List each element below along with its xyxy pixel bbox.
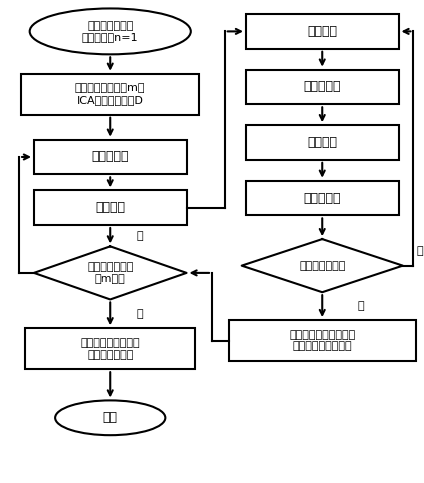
Polygon shape (34, 246, 187, 299)
FancyBboxPatch shape (25, 328, 195, 369)
Text: 设定信号分解次数m；
ICA算法迭代次数D: 设定信号分解次数m； ICA算法迭代次数D (75, 84, 145, 105)
Text: 结束: 结束 (103, 412, 118, 424)
Text: 殖民地革命: 殖民地革命 (304, 81, 341, 93)
FancyBboxPatch shape (246, 70, 399, 104)
Text: 信号分解此时达
到m次？: 信号分解此时达 到m次？ (87, 262, 134, 284)
FancyBboxPatch shape (34, 190, 187, 225)
Polygon shape (242, 239, 403, 292)
Text: 帝国同化: 帝国同化 (307, 25, 337, 38)
FancyBboxPatch shape (21, 73, 199, 114)
FancyBboxPatch shape (246, 14, 399, 49)
Ellipse shape (30, 8, 191, 55)
Text: 帝国竞争: 帝国竞争 (307, 136, 337, 149)
Ellipse shape (55, 400, 165, 435)
Text: 得到最佳匹配原子参
数及其适应度值: 得到最佳匹配原子参 数及其适应度值 (81, 338, 140, 359)
Text: 瓜分殖民地: 瓜分殖民地 (304, 192, 341, 204)
FancyBboxPatch shape (246, 125, 399, 160)
Text: 初始化国家: 初始化国家 (92, 151, 129, 163)
Text: 帝国建立: 帝国建立 (95, 201, 125, 214)
Text: 否: 否 (416, 246, 423, 256)
Text: 满足终止条件？: 满足终止条件？ (299, 261, 346, 270)
Text: 是: 是 (137, 309, 143, 319)
Text: 初始化过电压信
号分解次数n=1: 初始化过电压信 号分解次数n=1 (82, 21, 139, 42)
FancyBboxPatch shape (246, 181, 399, 215)
FancyBboxPatch shape (229, 320, 416, 361)
Text: 是: 是 (357, 301, 364, 311)
FancyBboxPatch shape (34, 140, 187, 174)
Text: 否: 否 (137, 231, 143, 241)
Text: 保存当次分解的最佳匹
配原子参数及适应度: 保存当次分解的最佳匹 配原子参数及适应度 (289, 330, 355, 351)
